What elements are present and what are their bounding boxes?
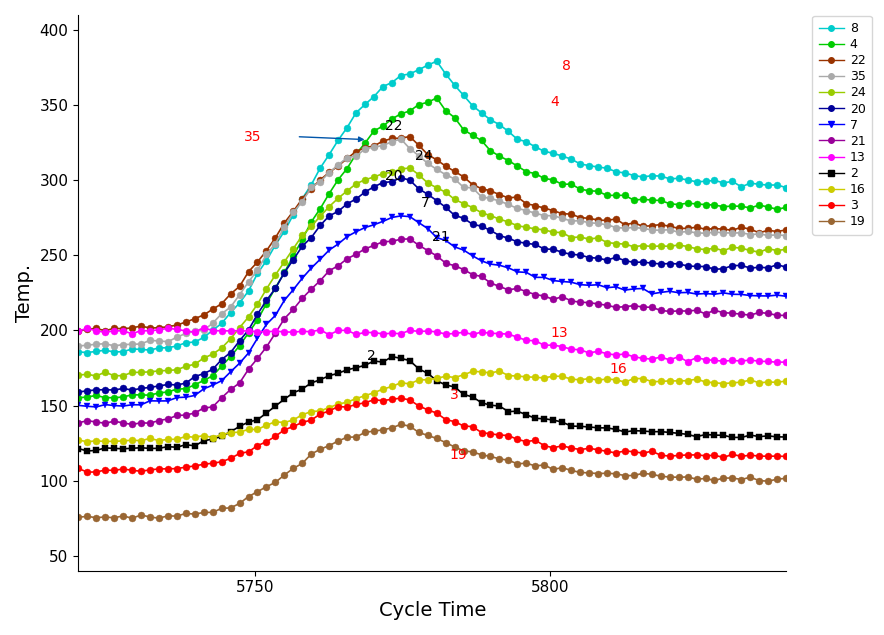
Text: 3: 3 bbox=[450, 388, 459, 402]
Text: 2: 2 bbox=[368, 349, 376, 363]
Text: 24: 24 bbox=[415, 149, 432, 163]
Text: 19: 19 bbox=[450, 448, 468, 462]
Text: 7: 7 bbox=[421, 196, 430, 210]
Y-axis label: Temp.: Temp. bbox=[15, 264, 34, 322]
Text: 13: 13 bbox=[550, 326, 568, 340]
Text: 22: 22 bbox=[385, 119, 402, 133]
Text: 8: 8 bbox=[562, 59, 571, 73]
Text: 21: 21 bbox=[432, 231, 450, 244]
Text: 20: 20 bbox=[385, 169, 402, 183]
X-axis label: Cycle Time: Cycle Time bbox=[378, 601, 486, 620]
Legend: 8, 4, 22, 35, 24, 20, 7, 21, 13, 2, 16, 3, 19: 8, 4, 22, 35, 24, 20, 7, 21, 13, 2, 16, … bbox=[812, 16, 872, 235]
Text: 4: 4 bbox=[550, 95, 559, 109]
Text: 35: 35 bbox=[243, 130, 261, 144]
Text: 16: 16 bbox=[609, 363, 627, 377]
